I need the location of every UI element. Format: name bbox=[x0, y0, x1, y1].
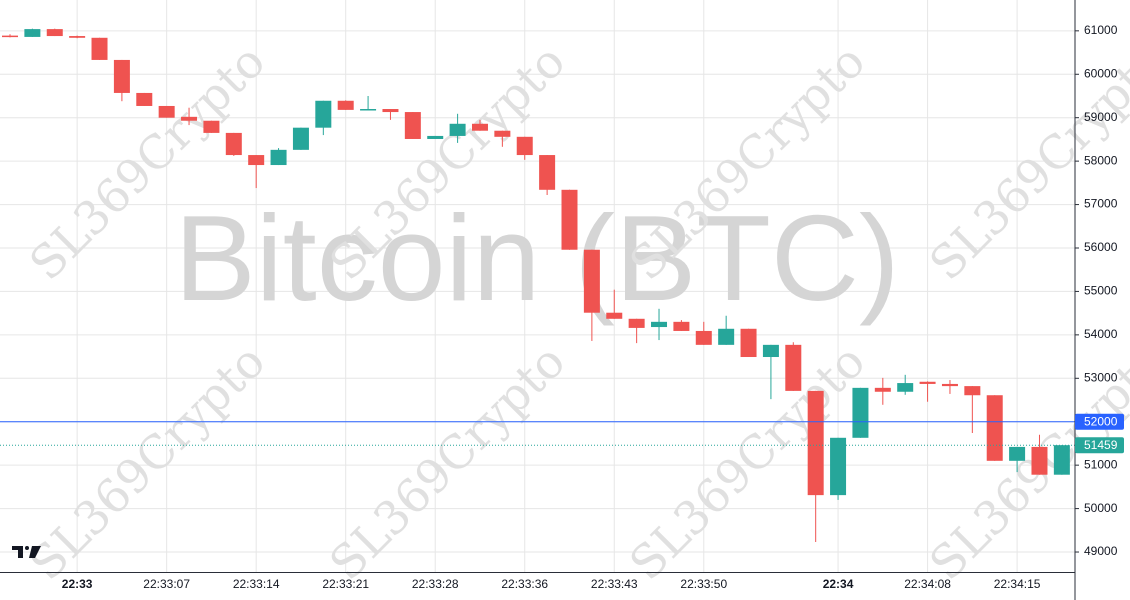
candle-body bbox=[583, 249, 600, 313]
price-label: 51459 bbox=[1084, 438, 1118, 452]
candle-body bbox=[516, 136, 533, 156]
candle-body bbox=[762, 344, 779, 358]
candle-body bbox=[292, 127, 309, 150]
candle-body bbox=[606, 312, 623, 319]
y-tick-label: 60000 bbox=[1084, 66, 1118, 80]
y-tick-label: 59000 bbox=[1084, 110, 1118, 124]
candle-body bbox=[919, 381, 936, 384]
candle-body bbox=[897, 383, 914, 392]
candle-body bbox=[91, 37, 108, 60]
candle-body bbox=[427, 135, 444, 139]
candle-body bbox=[270, 149, 287, 166]
x-tick-label: 22:33:43 bbox=[591, 577, 638, 591]
candle-body bbox=[986, 395, 1003, 461]
candle-body bbox=[785, 344, 802, 391]
y-tick-label: 57000 bbox=[1084, 197, 1118, 211]
candle-body bbox=[740, 328, 757, 358]
candle-body bbox=[651, 321, 668, 328]
y-tick-label: 49000 bbox=[1084, 544, 1118, 558]
candle-body bbox=[628, 318, 645, 328]
y-tick-label: 56000 bbox=[1084, 240, 1118, 254]
candle-body bbox=[807, 390, 824, 496]
candle-body bbox=[69, 36, 86, 38]
y-tick-label: 51000 bbox=[1084, 457, 1118, 471]
candle-body bbox=[24, 29, 41, 37]
price-label: 52000 bbox=[1084, 414, 1118, 428]
candle-body bbox=[46, 29, 63, 37]
tv-logo bbox=[12, 546, 41, 558]
logo-part bbox=[29, 546, 41, 558]
candle-body bbox=[1009, 446, 1026, 461]
candle-body bbox=[561, 189, 578, 250]
candle-body bbox=[874, 387, 891, 392]
candle-body bbox=[248, 155, 265, 166]
x-tick-label: 22:33:21 bbox=[322, 577, 369, 591]
candle-body bbox=[225, 132, 242, 156]
y-tick-label: 53000 bbox=[1084, 370, 1118, 384]
candle-body bbox=[539, 155, 556, 190]
x-tick-label: 22:34:15 bbox=[994, 577, 1041, 591]
candle-body bbox=[360, 109, 377, 111]
x-tick-label: 22:34:08 bbox=[904, 577, 951, 591]
candle-body bbox=[471, 123, 488, 131]
x-tick-label: 22:33:14 bbox=[233, 577, 280, 591]
axes: 49000 50000 51000 52000 53000 54000 55000 56000… bbox=[62, 23, 1124, 591]
candle-body bbox=[1053, 445, 1070, 475]
candle-body bbox=[136, 92, 153, 106]
candle-body bbox=[404, 112, 421, 139]
plot bbox=[0, 28, 1075, 543]
candle-body bbox=[695, 330, 712, 345]
grid bbox=[0, 0, 1075, 572]
candle-body bbox=[494, 130, 511, 137]
candle-body bbox=[382, 109, 399, 113]
candle-body bbox=[964, 386, 981, 396]
candle-body bbox=[1031, 446, 1048, 475]
logo-part bbox=[25, 546, 29, 550]
y-tick-label: 58000 bbox=[1084, 153, 1118, 167]
y-tick-label: 61000 bbox=[1084, 23, 1118, 37]
candle-body bbox=[158, 105, 175, 118]
x-tick-label: 22:33:28 bbox=[412, 577, 459, 591]
logo-part bbox=[12, 546, 23, 558]
candle-body bbox=[203, 120, 220, 133]
y-tick-label: 54000 bbox=[1084, 327, 1118, 341]
candle-body bbox=[718, 328, 735, 345]
candle-body bbox=[2, 35, 18, 38]
x-tick-label: 22:33 bbox=[62, 577, 93, 591]
y-tick-label: 55000 bbox=[1084, 284, 1118, 298]
candle-body bbox=[315, 100, 332, 128]
x-tick-label: 22:34 bbox=[823, 577, 854, 591]
candle-body bbox=[852, 387, 869, 438]
x-tick-label: 22:33:50 bbox=[680, 577, 727, 591]
candle-body bbox=[941, 383, 958, 387]
watermark: Bitcoin (BTC) bbox=[174, 190, 899, 326]
x-tick-label: 22:33:07 bbox=[143, 577, 190, 591]
candle-body bbox=[830, 437, 847, 496]
candle-body bbox=[673, 321, 690, 331]
price-label-box bbox=[1075, 413, 1124, 430]
y-tick-label: 50000 bbox=[1084, 501, 1118, 515]
price-label-box bbox=[1075, 437, 1124, 454]
x-tick-label: 22:33:36 bbox=[501, 577, 548, 591]
candle-body bbox=[113, 59, 130, 93]
candle-body bbox=[337, 100, 354, 110]
candle-body bbox=[181, 116, 198, 121]
candle-body bbox=[449, 123, 466, 136]
